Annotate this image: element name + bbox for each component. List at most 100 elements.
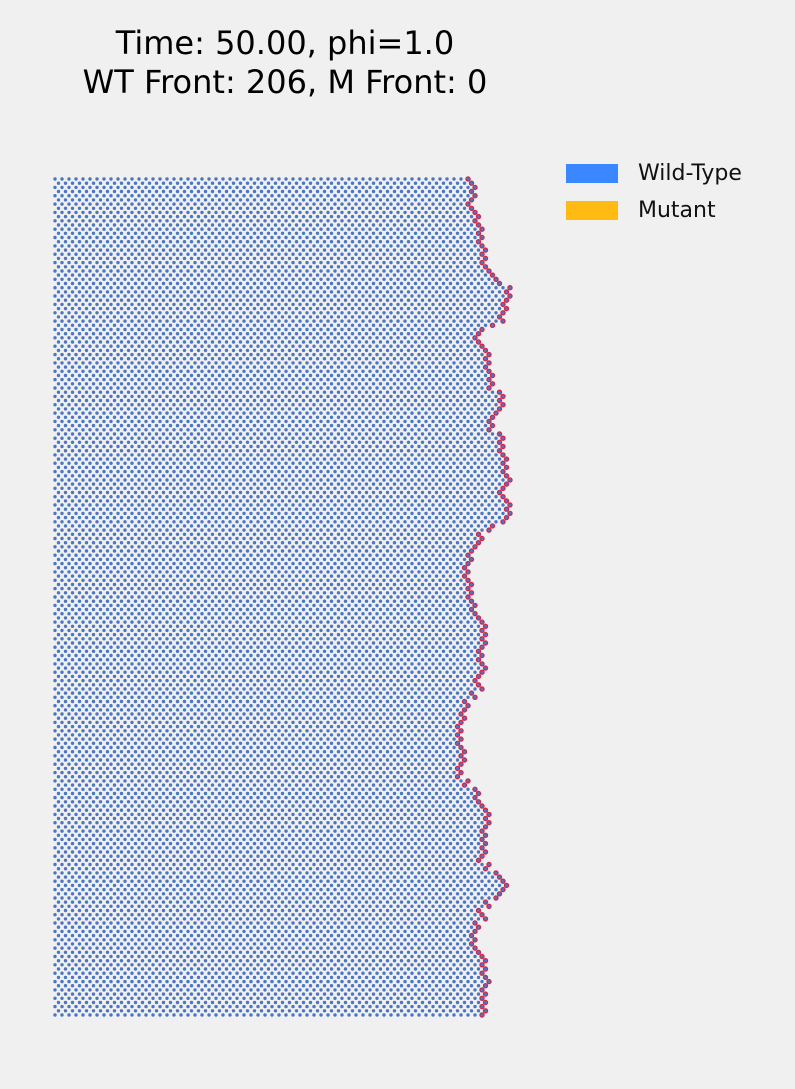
cell [165, 269, 169, 273]
cell [305, 227, 309, 231]
cell [420, 348, 425, 353]
cell [154, 306, 159, 311]
cell [56, 457, 61, 461]
cell [63, 348, 68, 353]
cell [112, 223, 117, 227]
cell [312, 311, 316, 315]
cell [448, 340, 453, 344]
cell [350, 390, 355, 394]
cell [494, 286, 498, 290]
cell [438, 311, 442, 315]
cell [357, 348, 362, 353]
cell [53, 210, 57, 215]
cell [77, 407, 82, 411]
cell [438, 411, 442, 415]
cell [382, 478, 386, 482]
cell [441, 457, 446, 461]
cell [105, 256, 110, 261]
front-cell [486, 360, 492, 366]
cell [228, 403, 232, 407]
cell [298, 219, 302, 223]
cell [424, 252, 428, 256]
cell [224, 340, 229, 344]
cell [396, 327, 400, 332]
cell [284, 361, 288, 365]
cell [326, 436, 330, 440]
cell [256, 311, 260, 315]
cell [95, 244, 99, 248]
cell [214, 495, 218, 499]
cell [469, 315, 474, 319]
cell [357, 223, 362, 227]
cell [294, 256, 299, 261]
cell [452, 294, 456, 298]
cell [473, 386, 477, 390]
cell [144, 185, 148, 190]
cell [473, 252, 477, 256]
cell [102, 461, 106, 465]
cell [151, 202, 155, 206]
cell [172, 503, 176, 507]
cell [130, 260, 134, 265]
front-cell [489, 414, 496, 420]
cell [347, 369, 351, 373]
cell [469, 449, 474, 453]
cell [252, 449, 257, 453]
cell [445, 311, 449, 315]
cell [154, 499, 159, 503]
cell [378, 198, 383, 202]
cell [322, 240, 327, 244]
cell [294, 298, 299, 302]
cell [133, 281, 138, 286]
cell [231, 407, 236, 411]
cell [417, 444, 421, 449]
cell [140, 315, 145, 319]
cell [413, 490, 418, 495]
cell [81, 260, 85, 265]
cell [91, 198, 96, 202]
cell [396, 503, 400, 507]
cell [368, 369, 372, 373]
cell [343, 265, 348, 269]
cell [438, 235, 442, 240]
cell [207, 227, 211, 231]
cell [231, 365, 236, 369]
cell [368, 411, 372, 415]
cell [123, 219, 127, 223]
cell [403, 336, 407, 340]
cell [291, 344, 295, 348]
cell [361, 394, 365, 399]
cell [406, 357, 411, 361]
cell [473, 453, 477, 457]
cell [221, 369, 225, 373]
cell [417, 294, 421, 298]
cell [63, 398, 68, 403]
cell [88, 352, 92, 357]
cell [91, 306, 96, 311]
cell [452, 269, 456, 273]
cell [277, 336, 281, 340]
cell [67, 219, 71, 223]
cell [53, 369, 57, 373]
cell [277, 177, 281, 181]
cell [56, 181, 61, 185]
cell [417, 486, 421, 490]
cell [273, 240, 278, 244]
cell [427, 440, 432, 444]
cell [81, 219, 85, 223]
cell [308, 390, 313, 394]
cell [270, 311, 274, 315]
cell [336, 265, 341, 269]
cell [406, 189, 411, 194]
cell [70, 474, 75, 478]
cell [410, 461, 414, 465]
cell [53, 495, 57, 499]
cell [308, 348, 313, 353]
cell [480, 486, 484, 490]
cell [112, 298, 117, 302]
cell [126, 373, 131, 378]
cell [406, 482, 411, 486]
cell [364, 382, 369, 386]
cell [133, 423, 138, 428]
cell [53, 177, 57, 181]
